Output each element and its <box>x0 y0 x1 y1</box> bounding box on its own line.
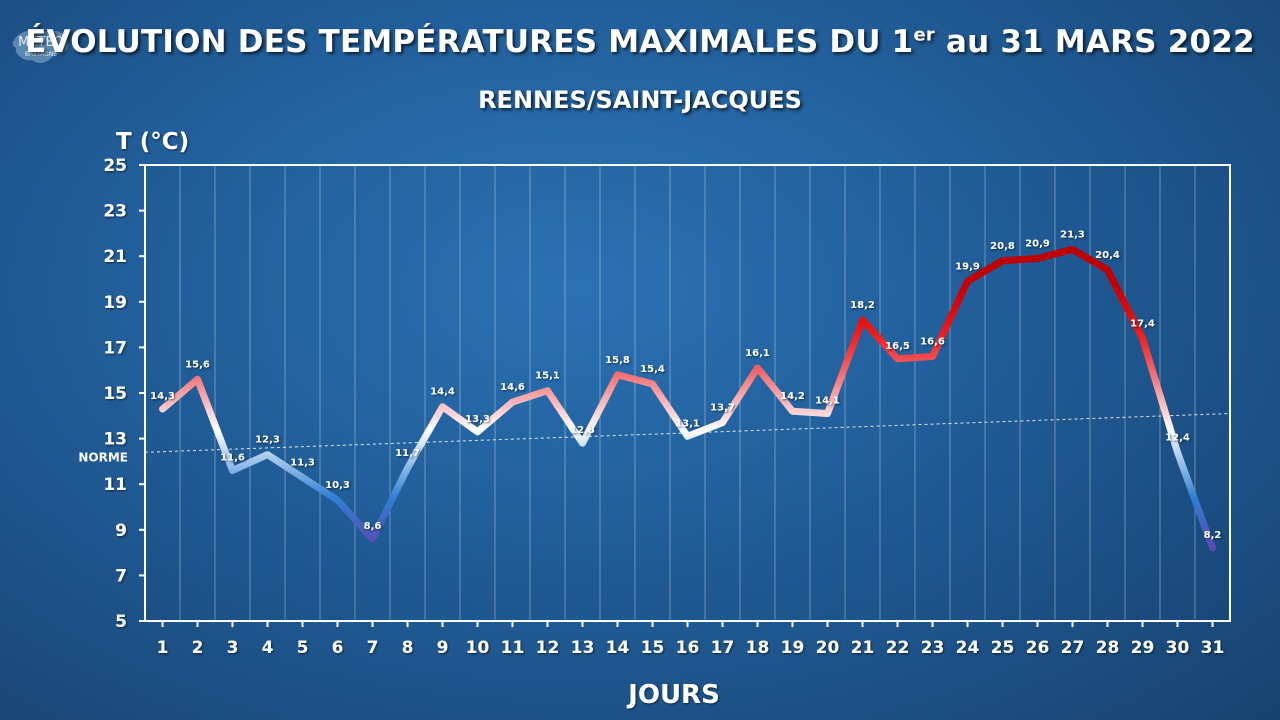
data-label: 18,2 <box>850 300 875 311</box>
x-tick-label: 24 <box>956 638 980 658</box>
y-tick-label: 25 <box>103 156 127 176</box>
y-tick-label: 19 <box>103 293 127 313</box>
x-tick-label: 13 <box>571 638 595 658</box>
x-tick-label: 31 <box>1201 638 1225 658</box>
meteo-bretagne-logo: MÉTÉO BRETAGNE <box>12 30 69 63</box>
x-tick-label: 17 <box>711 638 735 658</box>
data-label: 20,9 <box>1025 238 1050 249</box>
data-label: 15,6 <box>185 359 210 370</box>
y-axis-label: T (°C) <box>116 129 189 155</box>
x-tick-label: 20 <box>816 638 840 658</box>
data-label: 12,4 <box>1165 432 1190 443</box>
x-tick-label: 1 <box>157 638 169 658</box>
y-tick-label: 5 <box>115 612 127 632</box>
data-label: 20,4 <box>1095 250 1120 261</box>
y-tick-label: 11 <box>103 475 127 495</box>
data-label: 17,4 <box>1130 318 1155 329</box>
chart-subtitle: RENNES/SAINT-JACQUES <box>478 86 802 114</box>
data-label: 14,6 <box>500 382 525 393</box>
y-tick-label: 15 <box>103 384 127 404</box>
x-tick-label: 23 <box>921 638 945 658</box>
y-tick-label: 17 <box>103 338 127 358</box>
data-label: 8,6 <box>364 521 382 532</box>
data-label: 10,3 <box>325 480 350 491</box>
data-label: 21,3 <box>1060 229 1085 240</box>
x-tick-label: 21 <box>851 638 875 658</box>
x-tick-label: 29 <box>1131 638 1155 658</box>
data-label: 16,6 <box>920 337 945 348</box>
x-tick-label: 14 <box>606 638 630 658</box>
logo-text-bretagne: BRETAGNE <box>25 51 57 58</box>
data-label: 8,2 <box>1204 530 1222 541</box>
x-tick-label: 15 <box>641 638 665 658</box>
data-label: 14,4 <box>430 387 455 398</box>
y-tick-label: 23 <box>103 202 127 222</box>
plot-area <box>144 164 1231 622</box>
x-tick-label: 5 <box>297 638 309 658</box>
data-label: 13,7 <box>710 403 735 414</box>
data-label: 14,3 <box>150 391 175 402</box>
y-tick-label: 13 <box>103 430 127 450</box>
x-axis-label: JOURS <box>626 680 720 710</box>
data-label: 15,4 <box>640 364 665 375</box>
data-label: 11,6 <box>220 453 245 464</box>
data-label: 13,3 <box>465 414 490 425</box>
data-label: 15,1 <box>535 371 560 382</box>
x-tick-label: 18 <box>746 638 770 658</box>
grid-lines <box>144 165 1231 621</box>
y-tick-label: 9 <box>115 521 127 541</box>
x-tick-label: 2 <box>192 638 204 658</box>
data-labels: 14,3 15,6 11,6 12,3 11,3 10,3 8,6 11,7 14,4 13,3 1… <box>150 229 1221 541</box>
data-label: 14,2 <box>780 391 805 402</box>
x-tick-label: 19 <box>781 638 805 658</box>
x-tick-label: 22 <box>886 638 910 658</box>
x-tick-label: 10 <box>466 638 490 658</box>
chart-title: ÉVOLUTION DES TEMPÉRATURES MAXIMALES DU … <box>0 24 1280 60</box>
logo-text-meteo: MÉTÉO <box>18 34 64 50</box>
x-tick-label: 12 <box>536 638 560 658</box>
data-label: 16,5 <box>885 341 910 352</box>
x-tick-label: 9 <box>437 638 449 658</box>
x-tick-label: 4 <box>262 638 274 658</box>
y-tick-label: 21 <box>103 247 127 267</box>
x-tick-label: 30 <box>1166 638 1190 658</box>
data-label: 14,1 <box>815 396 840 407</box>
x-tick-label: 6 <box>332 638 344 658</box>
x-tick-label: 26 <box>1026 638 1050 658</box>
x-tick-label: 27 <box>1061 638 1085 658</box>
data-label: 11,7 <box>395 448 420 459</box>
chart-title-sup: er <box>913 24 935 46</box>
data-label: 20,8 <box>990 241 1015 252</box>
norm-label: NORME <box>78 450 128 464</box>
data-label: 12,8 <box>570 425 595 436</box>
x-tick-label: 7 <box>367 638 379 658</box>
x-tick-label: 3 <box>227 638 239 658</box>
data-label: 12,3 <box>255 435 280 446</box>
chart-title-end: au 31 MARS 2022 <box>934 24 1255 60</box>
y-tick-label: 7 <box>115 566 127 586</box>
x-tick-label: 8 <box>402 638 414 658</box>
series-line-tmax <box>159 245 1216 552</box>
data-label: 11,3 <box>290 457 315 468</box>
x-tick-label: 28 <box>1096 638 1120 658</box>
data-label: 16,1 <box>745 348 770 359</box>
axes: 1 2 3 4 5 6 7 8 9 10 11 12 13 14 15 16 17 18 19 20 21 22 23 24 2… <box>103 156 1224 658</box>
data-label: 19,9 <box>955 261 980 272</box>
x-tick-label: 11 <box>501 638 525 658</box>
data-label: 15,8 <box>605 355 630 366</box>
data-label: 13,1 <box>675 418 700 429</box>
chart-title-main: ÉVOLUTION DES TEMPÉRATURES MAXIMALES DU … <box>25 24 914 60</box>
x-tick-label: 16 <box>676 638 700 658</box>
x-tick-label: 25 <box>991 638 1015 658</box>
